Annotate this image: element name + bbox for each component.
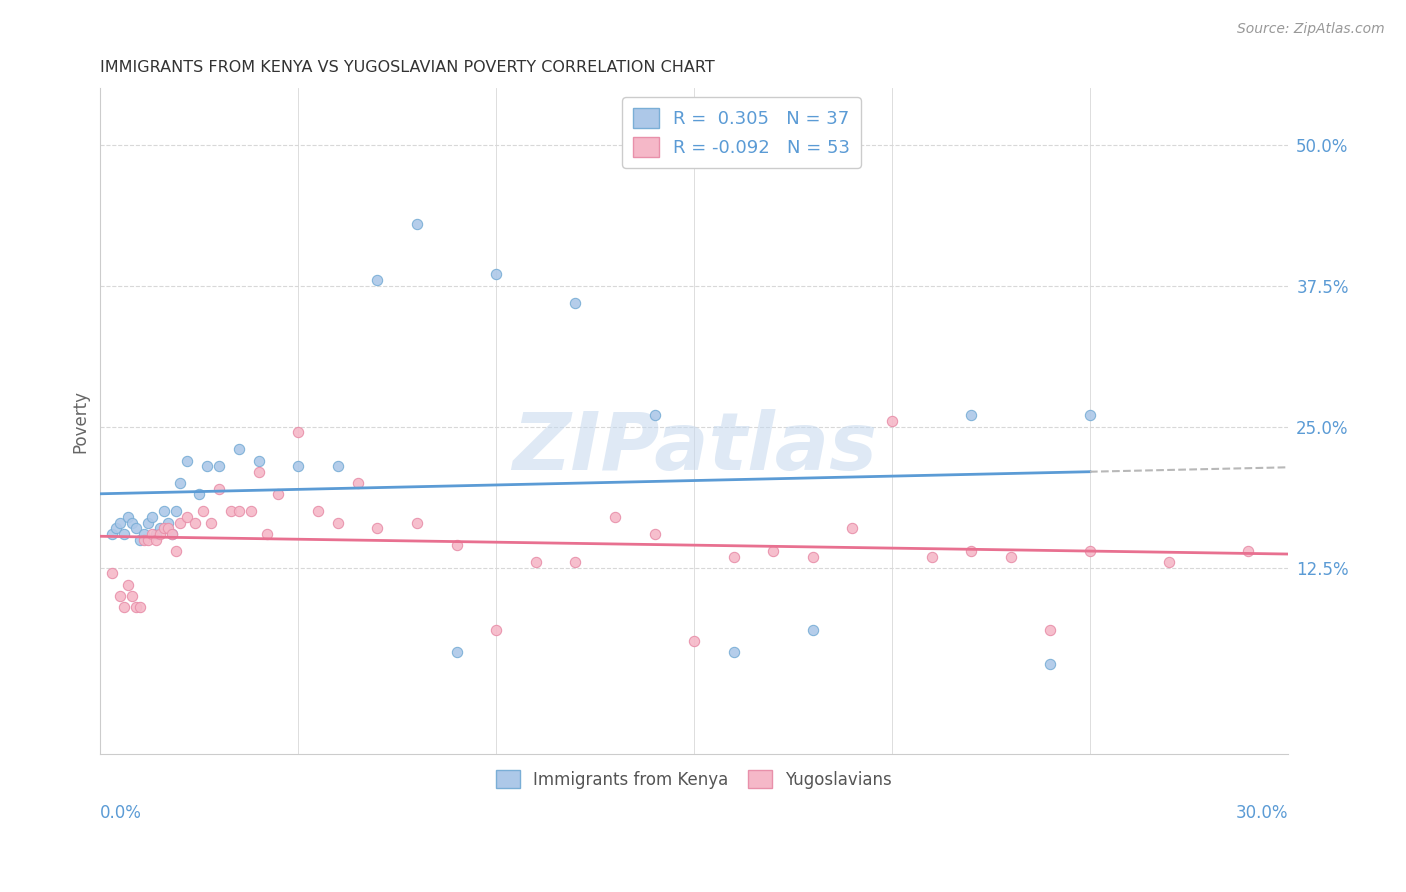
Point	[267, 487, 290, 501]
Point	[169, 516, 191, 530]
Y-axis label: Poverty: Poverty	[72, 390, 89, 452]
Point	[446, 645, 468, 659]
Point	[960, 544, 983, 558]
Point	[1078, 409, 1101, 423]
Point	[406, 217, 429, 231]
Point	[136, 533, 159, 547]
Text: IMMIGRANTS FROM KENYA VS YUGOSLAVIAN POVERTY CORRELATION CHART: IMMIGRANTS FROM KENYA VS YUGOSLAVIAN POV…	[100, 60, 716, 75]
Point	[524, 555, 547, 569]
Point	[101, 527, 124, 541]
Text: 0.0%: 0.0%	[100, 804, 142, 822]
Point	[117, 578, 139, 592]
Point	[485, 623, 508, 637]
Point	[208, 459, 231, 474]
Point	[564, 295, 586, 310]
Point	[644, 527, 666, 541]
Point	[841, 521, 863, 535]
Point	[165, 544, 187, 558]
Point	[239, 504, 262, 518]
Point	[112, 600, 135, 615]
Point	[200, 516, 222, 530]
Point	[960, 409, 983, 423]
Point	[366, 273, 388, 287]
Point	[247, 453, 270, 467]
Point	[176, 510, 198, 524]
Text: 30.0%: 30.0%	[1236, 804, 1288, 822]
Point	[366, 521, 388, 535]
Point	[132, 527, 155, 541]
Point	[141, 527, 163, 541]
Point	[1000, 549, 1022, 564]
Point	[801, 623, 824, 637]
Point	[683, 634, 706, 648]
Point	[125, 600, 148, 615]
Point	[184, 516, 207, 530]
Point	[108, 516, 131, 530]
Point	[188, 487, 211, 501]
Point	[485, 268, 508, 282]
Point	[346, 476, 368, 491]
Point	[156, 521, 179, 535]
Point	[129, 533, 152, 547]
Point	[145, 527, 167, 541]
Point	[152, 504, 174, 518]
Point	[129, 600, 152, 615]
Point	[307, 504, 329, 518]
Point	[921, 549, 943, 564]
Point	[169, 476, 191, 491]
Point	[165, 504, 187, 518]
Point	[1159, 555, 1181, 569]
Point	[723, 645, 745, 659]
Point	[1039, 623, 1062, 637]
Point	[326, 516, 349, 530]
Point	[644, 409, 666, 423]
Point	[152, 521, 174, 535]
Point	[121, 589, 143, 603]
Point	[219, 504, 242, 518]
Point	[176, 453, 198, 467]
Point	[145, 533, 167, 547]
Point	[117, 510, 139, 524]
Point	[136, 516, 159, 530]
Point	[801, 549, 824, 564]
Point	[195, 459, 218, 474]
Point	[564, 555, 586, 569]
Point	[160, 527, 183, 541]
Point	[141, 510, 163, 524]
Point	[132, 533, 155, 547]
Point	[1237, 544, 1260, 558]
Point	[208, 482, 231, 496]
Point	[1039, 657, 1062, 671]
Point	[247, 465, 270, 479]
Point	[326, 459, 349, 474]
Point	[108, 589, 131, 603]
Point	[880, 414, 903, 428]
Point	[256, 527, 278, 541]
Point	[149, 527, 172, 541]
Legend: Immigrants from Kenya, Yugoslavians: Immigrants from Kenya, Yugoslavians	[489, 764, 898, 796]
Point	[446, 538, 468, 552]
Point	[406, 516, 429, 530]
Point	[228, 442, 250, 457]
Text: Source: ZipAtlas.com: Source: ZipAtlas.com	[1237, 22, 1385, 37]
Point	[1078, 544, 1101, 558]
Point	[287, 459, 309, 474]
Point	[149, 521, 172, 535]
Point	[112, 527, 135, 541]
Point	[603, 510, 626, 524]
Point	[105, 521, 128, 535]
Point	[160, 527, 183, 541]
Point	[228, 504, 250, 518]
Point	[287, 425, 309, 440]
Point	[156, 516, 179, 530]
Point	[101, 566, 124, 581]
Point	[121, 516, 143, 530]
Point	[193, 504, 215, 518]
Point	[125, 521, 148, 535]
Point	[723, 549, 745, 564]
Text: ZIPatlas: ZIPatlas	[512, 409, 876, 487]
Point	[762, 544, 785, 558]
